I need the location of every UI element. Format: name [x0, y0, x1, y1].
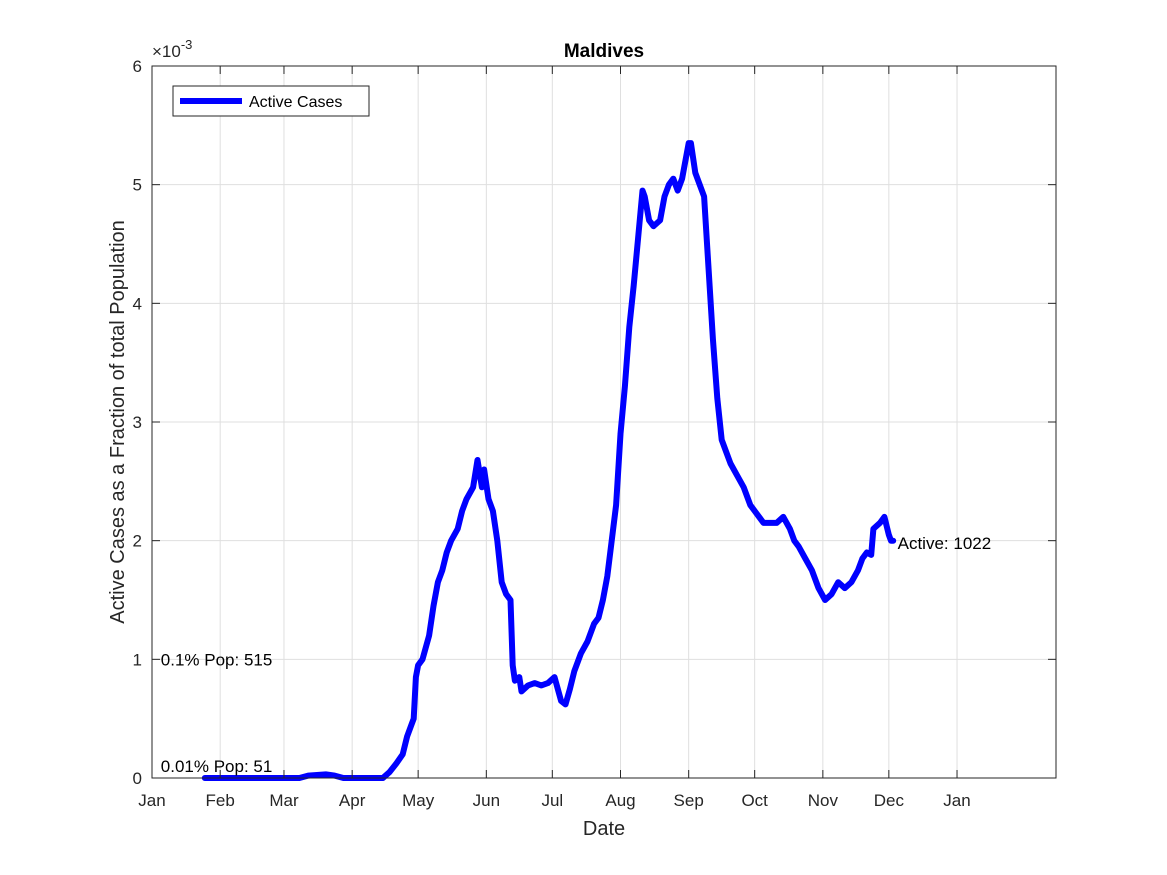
legend: Active Cases	[172, 85, 370, 117]
y-tick-label: 5	[133, 176, 142, 195]
x-tick-label: Sep	[674, 791, 704, 810]
x-axis-label: Date	[583, 818, 625, 840]
y-exponent-power: -3	[181, 37, 193, 52]
y-tick-label: 1	[133, 650, 142, 669]
x-tick-label: Oct	[741, 791, 768, 810]
x-tick-label: Dec	[874, 791, 905, 810]
y-tick-label: 6	[133, 57, 142, 76]
axis-ticks: Jan Feb Mar Apr May Jun Jul Aug Sep Oct Nov Dec Jan 0…	[133, 57, 1056, 810]
x-tick-label: Mar	[269, 791, 299, 810]
y-exponent-base: ×10	[152, 42, 181, 61]
y-tick-label: 4	[133, 294, 142, 313]
annotations: Active: 1022 0.1% Pop: 515 0.01% Pop: 51	[161, 534, 991, 776]
annotation-label: 0.01% Pop: 51	[161, 757, 273, 776]
y-tick-label: 0	[133, 769, 142, 788]
x-tick-label: Aug	[605, 791, 635, 810]
x-tick-label: Apr	[339, 791, 366, 810]
x-tick-label: May	[402, 791, 435, 810]
x-tick-label: Jul	[541, 791, 563, 810]
chart-title: Maldives	[564, 41, 644, 62]
y-exponent-label: ×10-3	[152, 37, 192, 61]
y-axis-label: Active Cases as a Fraction of total Popu…	[107, 220, 129, 624]
x-tick-label: Feb	[206, 791, 235, 810]
annotation-label: 0.1% Pop: 515	[161, 650, 273, 669]
y-tick-label: 2	[133, 532, 142, 551]
x-tick-label: Nov	[808, 791, 839, 810]
y-tick-label: 3	[133, 413, 142, 432]
series-line-active-cases	[201, 140, 897, 781]
series-layer	[201, 140, 897, 781]
x-tick-label: Jun	[473, 791, 500, 810]
annotation-label: Active: 1022	[898, 534, 992, 553]
x-tick-label: Jan	[138, 791, 165, 810]
svg-text:×10-3: ×10-3	[152, 37, 192, 61]
x-tick-label: Jan	[943, 791, 970, 810]
legend-entry-active-cases: Active Cases	[249, 94, 342, 111]
